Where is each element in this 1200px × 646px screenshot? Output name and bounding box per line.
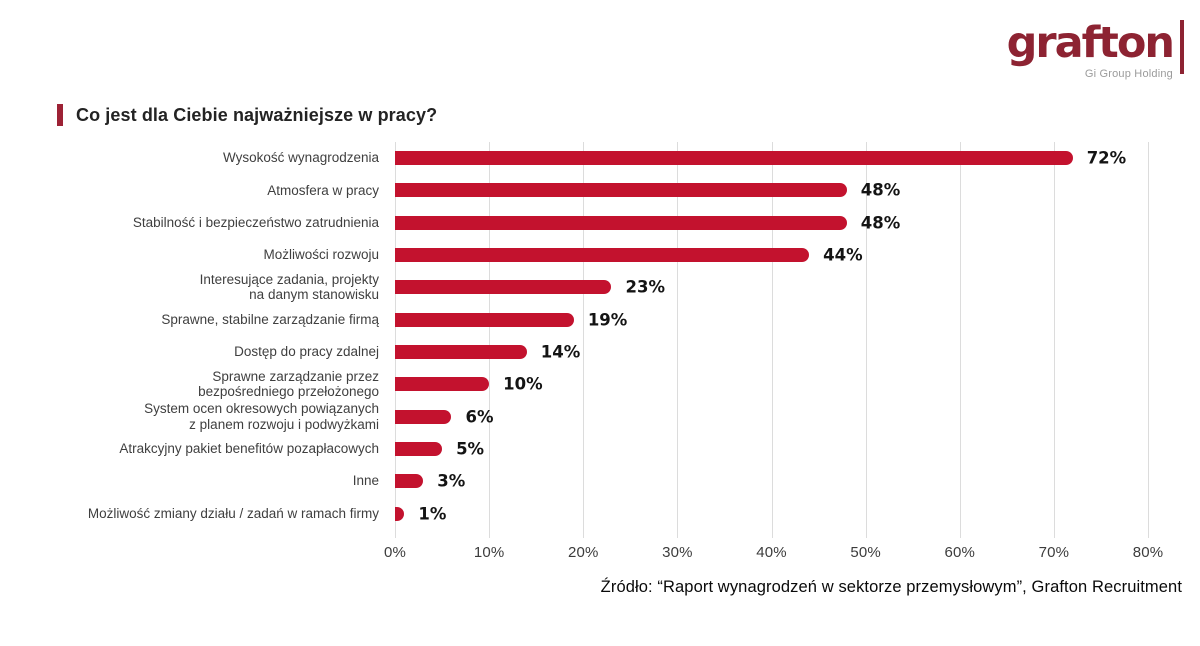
bar-row: Możliwości rozwoju 44% bbox=[55, 239, 1148, 271]
value-label: 72% bbox=[1086, 148, 1127, 168]
bar-track: 48% bbox=[395, 213, 1148, 233]
bar-row: System ocen okresowych powiązanych z pla… bbox=[55, 401, 1148, 433]
bar-row: Wysokość wynagrodzenia 72% bbox=[55, 142, 1148, 174]
bar-row: Dostęp do pracy zdalnej 14% bbox=[55, 336, 1148, 368]
gridline bbox=[1053, 142, 1055, 538]
logo-divider-bar bbox=[1180, 20, 1184, 74]
value-label: 6% bbox=[465, 407, 494, 427]
bar-row: Możliwość zmiany działu / zadań w ramach… bbox=[55, 498, 1148, 530]
bar bbox=[395, 442, 443, 457]
bar-track: 23% bbox=[395, 277, 1148, 297]
bar-row: Stabilność i bezpieczeństwo zatrudnienia… bbox=[55, 207, 1148, 239]
value-label: 10% bbox=[503, 374, 543, 394]
x-tick-label: 80% bbox=[1132, 544, 1164, 561]
bar bbox=[395, 506, 405, 521]
category-label: System ocen okresowych powiązanych z pla… bbox=[144, 400, 379, 432]
category-label: Sprawne, stabilne zarządzanie firmą bbox=[161, 311, 379, 327]
bar bbox=[395, 474, 424, 489]
bar-row: Atmosfera w pracy 48% bbox=[55, 174, 1148, 206]
category-label: Inne bbox=[352, 473, 379, 489]
bar bbox=[395, 151, 1073, 166]
bar bbox=[395, 312, 574, 327]
source-note: Źródło: “Raport wynagrodzeń w sektorze p… bbox=[600, 578, 1182, 596]
category-label: Atrakcyjny pakiet benefitów pozapłacowyc… bbox=[119, 441, 379, 457]
gridline bbox=[865, 142, 867, 538]
bar-chart: Wysokość wynagrodzenia 72% Atmosfera w pra… bbox=[55, 142, 1163, 562]
bar-track: 72% bbox=[395, 148, 1148, 168]
gridline bbox=[677, 142, 679, 538]
value-label: 14% bbox=[540, 342, 581, 362]
bar-track: 10% bbox=[395, 374, 1148, 394]
title-accent-bar bbox=[57, 104, 63, 126]
gridline bbox=[959, 142, 961, 538]
value-label: 48% bbox=[860, 213, 901, 233]
x-tick-label: 70% bbox=[1038, 544, 1070, 561]
title-block: Co jest dla Ciebie najważniejsze w pracy… bbox=[57, 104, 437, 126]
category-label: Możliwość zmiany działu / zadań w ramach… bbox=[87, 505, 379, 521]
category-label: Sprawne zarządzanie przez bezpośredniego… bbox=[198, 368, 379, 400]
category-label: Wysokość wynagrodzenia bbox=[223, 150, 379, 166]
category-label: Interesujące zadania, projekty na danym … bbox=[199, 271, 379, 303]
gridline bbox=[583, 142, 585, 538]
bar-track: 48% bbox=[395, 180, 1148, 200]
bar bbox=[395, 183, 847, 198]
value-label: 44% bbox=[823, 245, 863, 265]
brand-subtitle: Gi Group Holding bbox=[1084, 68, 1173, 81]
value-label: 48% bbox=[860, 180, 901, 200]
gridline bbox=[489, 142, 491, 538]
value-label: 23% bbox=[625, 277, 665, 297]
page-title: Co jest dla Ciebie najważniejsze w pracy… bbox=[76, 104, 438, 125]
bar-track: 14% bbox=[395, 342, 1148, 362]
bar-track: 6% bbox=[395, 407, 1148, 427]
bar bbox=[395, 248, 810, 263]
x-tick-label: 50% bbox=[850, 544, 881, 561]
brand-name: grafton bbox=[1006, 18, 1175, 68]
bar bbox=[395, 409, 452, 424]
bar bbox=[395, 377, 490, 392]
gridline bbox=[771, 142, 773, 538]
value-label: 5% bbox=[456, 439, 485, 459]
bar-row: Interesujące zadania, projekty na danym … bbox=[55, 271, 1148, 303]
logo-text: grafton Gi Group Holding bbox=[1006, 18, 1175, 81]
category-label: Stabilność i bezpieczeństwo zatrudnienia bbox=[132, 214, 379, 230]
bar-track: 1% bbox=[395, 504, 1148, 524]
bar bbox=[395, 345, 527, 360]
bar-row: Atrakcyjny pakiet benefitów pozapłacowyc… bbox=[55, 433, 1148, 465]
x-tick-label: 0% bbox=[383, 544, 407, 561]
x-tick-label: 20% bbox=[567, 544, 599, 561]
bar-track: 3% bbox=[395, 471, 1148, 491]
x-axis: 0% 10% 20% 30% 40% 50% 60% 70% 80% bbox=[384, 544, 1163, 566]
category-label: Możliwości rozwoju bbox=[263, 247, 379, 263]
bar-track: 5% bbox=[395, 439, 1148, 459]
x-tick-label: 30% bbox=[662, 544, 693, 561]
gridline bbox=[1148, 142, 1149, 538]
bar-row: Sprawne zarządzanie przez bezpośredniego… bbox=[55, 368, 1148, 400]
category-label: Atmosfera w pracy bbox=[267, 182, 379, 198]
bar bbox=[395, 280, 612, 295]
bar-track: 19% bbox=[395, 310, 1148, 330]
bar-rows: Wysokość wynagrodzenia 72% Atmosfera w pra… bbox=[55, 142, 1148, 530]
bar-row: Inne 3% bbox=[55, 465, 1148, 497]
value-label: 3% bbox=[437, 471, 466, 491]
bar-track: 44% bbox=[395, 245, 1148, 265]
bar bbox=[395, 215, 847, 230]
gridline bbox=[395, 142, 396, 538]
value-label: 1% bbox=[418, 504, 447, 524]
value-label: 19% bbox=[587, 310, 628, 330]
x-tick-label: 40% bbox=[756, 544, 787, 561]
logo: grafton Gi Group Holding bbox=[1007, 20, 1184, 80]
plot-grid bbox=[395, 142, 1149, 538]
x-tick-label: 60% bbox=[944, 544, 976, 561]
category-label: Dostęp do pracy zdalnej bbox=[234, 344, 379, 360]
x-tick-label: 10% bbox=[473, 544, 505, 561]
bar-row: Sprawne, stabilne zarządzanie firmą 19% bbox=[55, 304, 1148, 336]
